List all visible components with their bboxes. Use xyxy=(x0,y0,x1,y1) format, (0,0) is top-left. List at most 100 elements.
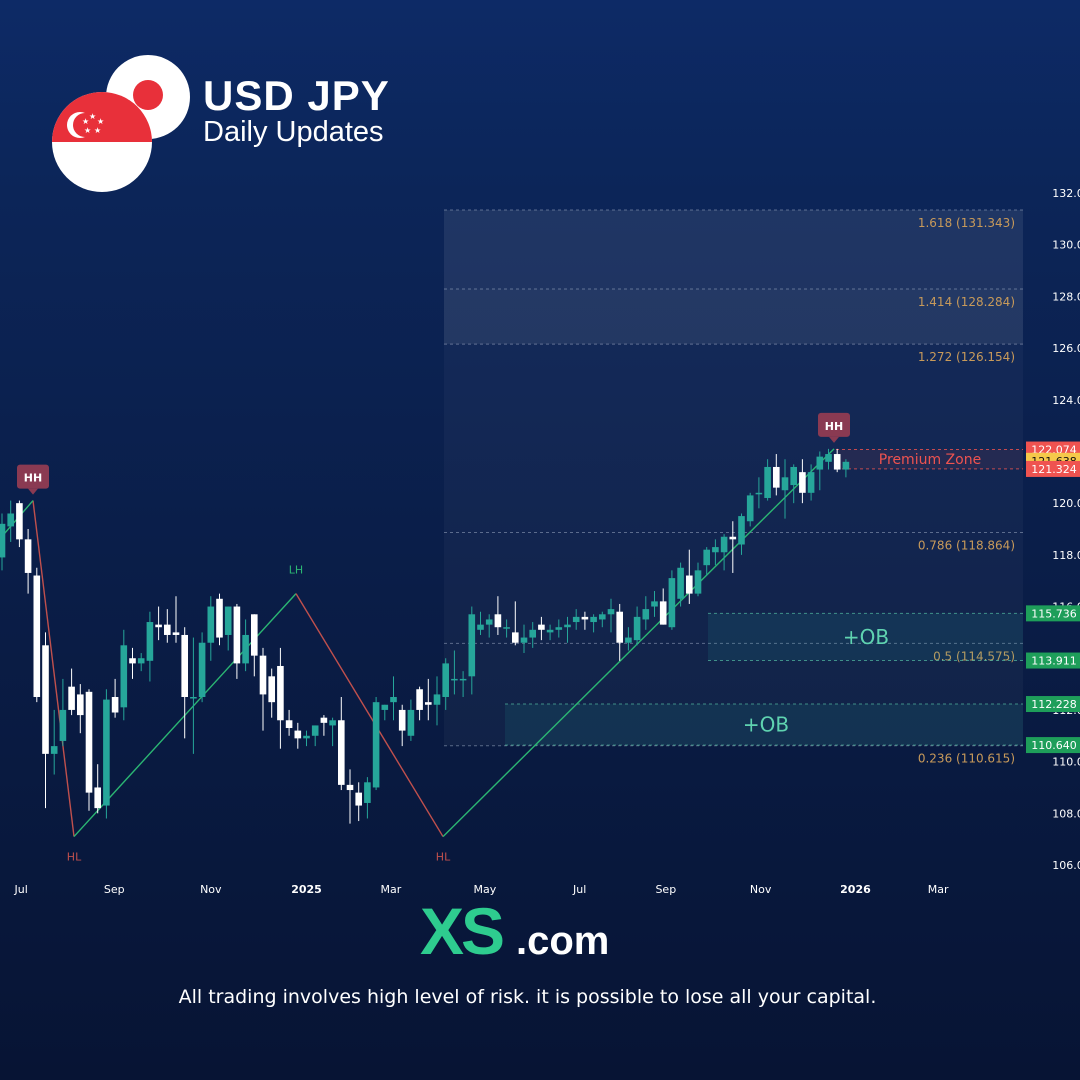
candle-body xyxy=(111,697,119,713)
pair-subtitle: Daily Updates xyxy=(203,116,384,148)
candle-body xyxy=(503,627,510,629)
fib-label: 0.236 (110.615) xyxy=(918,752,1015,766)
candle-body xyxy=(7,513,14,527)
singapore-flag-icon: ★★ ★★★ xyxy=(52,92,152,192)
fib-lines: 1.618 (131.343) 1.414 (128.284) 1.272 (126… xyxy=(444,209,1023,766)
candle-body xyxy=(651,601,658,607)
y-tick-label: 128.000 xyxy=(1052,290,1080,303)
candle-body xyxy=(416,689,423,710)
candle-body xyxy=(694,570,702,594)
candle-body xyxy=(16,503,23,540)
pivot-label: HL xyxy=(436,851,451,864)
svg-text:★: ★ xyxy=(82,117,89,126)
svg-text:XS: XS xyxy=(420,896,503,966)
y-tick-label: 132.000 xyxy=(1052,187,1080,200)
candle-body xyxy=(738,516,745,545)
price-tag xyxy=(1026,696,1080,713)
candle-body xyxy=(425,702,432,705)
candle-body xyxy=(790,466,797,486)
price-tags: 122.074121.638121.324115.736113.911112.2… xyxy=(1026,441,1080,754)
candle-body xyxy=(842,461,850,470)
candle-body xyxy=(564,624,571,628)
premium-zone-label: Premium Zone xyxy=(879,452,981,468)
candle-body xyxy=(251,614,258,656)
price-tag-label: 115.736 xyxy=(1031,607,1077,620)
svg-text:★: ★ xyxy=(97,117,104,126)
candle-body xyxy=(668,578,676,628)
svg-text:★: ★ xyxy=(84,126,91,135)
candle-body xyxy=(285,720,293,729)
candle-body xyxy=(303,735,310,739)
candle-body xyxy=(120,645,128,708)
candle-body xyxy=(781,477,789,491)
zigzag-segment xyxy=(32,500,75,837)
candle-body xyxy=(590,616,597,623)
fib-bands xyxy=(444,209,1023,345)
pair-title: USD JPY xyxy=(203,72,390,119)
candle-body xyxy=(512,632,519,643)
order-block-label: +OB xyxy=(843,625,889,649)
x-axis: Jul Sep Nov 2025 Mar May Jul Sep Nov 2026 Mar xyxy=(13,883,948,896)
candle-body xyxy=(773,466,780,488)
fib-label: 0.5 (114.575) xyxy=(933,649,1015,663)
candle-body xyxy=(242,634,249,664)
price-tag-label: 113.911 xyxy=(1031,655,1077,668)
hh-marker-pointer xyxy=(28,488,38,495)
price-tag xyxy=(1026,460,1080,477)
y-tick-label: 106.000 xyxy=(1052,859,1080,872)
candle-body xyxy=(329,720,336,726)
candle-body xyxy=(833,454,841,470)
fib-band-upper xyxy=(444,209,1023,290)
candle-body xyxy=(33,575,41,697)
candle-body xyxy=(277,665,284,721)
fib-label: 1.414 (128.284) xyxy=(918,295,1015,309)
zigzag-segment xyxy=(442,448,835,838)
price-tag-label: 112.228 xyxy=(1031,698,1077,711)
candle-body xyxy=(616,611,623,643)
pivot-label: HL xyxy=(67,851,82,864)
candle-body xyxy=(398,709,406,731)
svg-text:★: ★ xyxy=(89,112,96,121)
candle-body xyxy=(555,627,563,630)
svg-text:★: ★ xyxy=(94,126,101,135)
x-tick-label: Nov xyxy=(750,883,772,896)
price-tag xyxy=(1026,652,1080,669)
candle-body xyxy=(572,616,580,623)
candle-body xyxy=(825,454,832,462)
candle-body xyxy=(485,619,493,625)
candle-body xyxy=(372,702,380,788)
x-tick-label: Sep xyxy=(104,883,125,896)
candle-body xyxy=(642,609,650,620)
fib-label: 1.618 (131.343) xyxy=(918,216,1015,230)
y-tick-label: 110.000 xyxy=(1052,756,1080,769)
candle-body xyxy=(155,624,162,628)
candle-body xyxy=(129,658,136,664)
order-block-label: +OB xyxy=(743,713,789,737)
candle-body xyxy=(198,642,206,697)
order-block-zone xyxy=(708,613,1023,661)
price-tag-label: 110.640 xyxy=(1031,739,1077,752)
candle-body xyxy=(625,637,632,643)
candle-body xyxy=(468,614,476,677)
svg-text:.com: .com xyxy=(516,919,609,963)
candle-body xyxy=(320,717,328,723)
y-tick-label: 130.000 xyxy=(1052,239,1080,252)
candle-body xyxy=(77,694,84,716)
x-tick-label: 2025 xyxy=(291,883,322,896)
chart-labels: HH HL LH HL HH xyxy=(17,412,850,864)
zones: Premium Zone +OB +OB xyxy=(505,449,1023,746)
candle-body xyxy=(407,709,415,736)
y-axis: 106.000108.000110.000112.000114.000116.0… xyxy=(1052,187,1080,872)
candle-body xyxy=(729,536,737,540)
candle-body xyxy=(477,624,484,630)
candle-body xyxy=(42,645,49,754)
candle-body xyxy=(599,614,606,620)
candle-body xyxy=(494,614,502,628)
candle-body xyxy=(172,632,180,635)
candle-body xyxy=(451,678,458,681)
x-tick-label: May xyxy=(473,883,496,896)
candle-body xyxy=(94,787,101,809)
candle-body xyxy=(720,536,728,553)
x-tick-label: Jul xyxy=(13,883,27,896)
